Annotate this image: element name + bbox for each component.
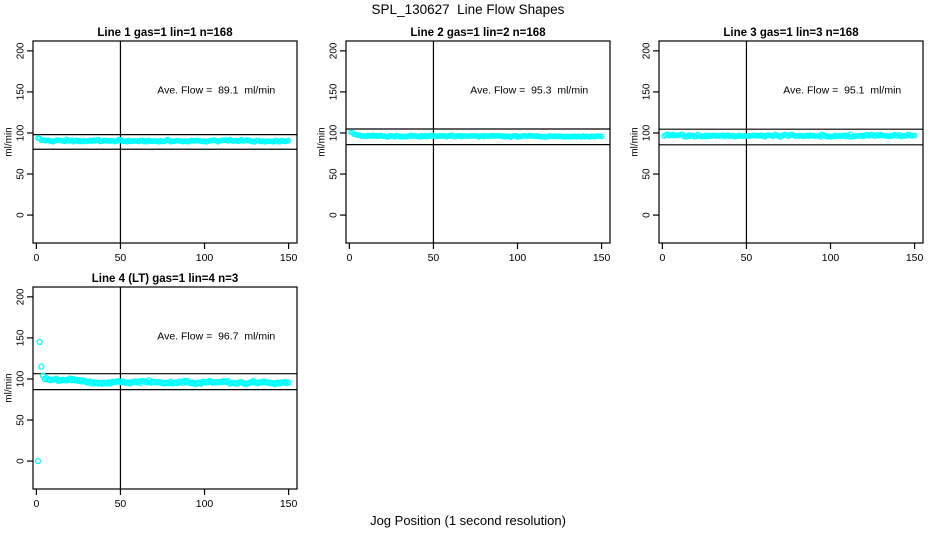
data-points [348,129,605,140]
svg-text:100: 100 [196,252,214,264]
x-axis: 0 50 100 150 [33,489,298,510]
y-axis: 0 50 100 150 200 [16,42,33,218]
svg-text:0: 0 [33,498,39,510]
svg-text:150: 150 [280,252,298,264]
svg-text:0: 0 [642,212,653,218]
panel-title: Line 1 gas=1 lin=1 n=168 [97,27,233,39]
panel-line2-chart: Line 2 gas=1 lin=2 n=168 0 50 100 150 200 ml/m… [317,27,611,264]
x-axis: 0 50 100 150 [659,243,924,264]
svg-text:150: 150 [16,83,27,100]
svg-text:0: 0 [16,458,27,464]
panel-title: Line 4 (LT) gas=1 lin=4 n=3 [92,273,238,285]
y-axis-title: ml/min [4,127,15,156]
svg-text:150: 150 [329,83,340,100]
svg-text:200: 200 [16,288,27,305]
ave-flow-annotation: Ave. Flow = 95.1 ml/min [783,85,901,97]
ave-flow-annotation: Ave. Flow = 89.1 ml/min [157,85,275,97]
ave-flow-annotation: Ave. Flow = 96.7 ml/min [157,331,275,343]
svg-text:50: 50 [16,168,27,180]
data-points [34,338,292,465]
reference-lines [33,287,297,489]
data-points [661,131,918,140]
svg-text:50: 50 [115,498,127,510]
svg-text:100: 100 [16,124,27,141]
svg-text:200: 200 [329,42,340,59]
y-axis-title: ml/min [4,373,15,402]
svg-text:100: 100 [642,124,653,141]
y-axis: 0 50 100 150 200 [329,42,346,218]
svg-text:200: 200 [642,42,653,59]
svg-text:50: 50 [642,168,653,180]
data-points [35,135,292,145]
x-axis: 0 50 100 150 [33,243,298,264]
svg-text:50: 50 [741,252,753,264]
svg-text:0: 0 [33,252,39,264]
ave-flow-annotation: Ave. Flow = 95.3 ml/min [470,85,588,97]
svg-text:150: 150 [906,252,924,264]
svg-text:150: 150 [593,252,611,264]
svg-text:100: 100 [16,370,27,387]
plot-box [345,40,611,244]
plot-box [32,286,298,490]
svg-text:0: 0 [659,252,665,264]
svg-text:150: 150 [280,498,298,510]
y-axis-title: ml/min [630,127,641,156]
svg-text:100: 100 [329,124,340,141]
panel-line1-chart: Line 1 gas=1 lin=1 n=168 0 50 100 150 200 ml/m… [4,27,298,264]
panel-line3-chart: Line 3 gas=1 lin=3 n=168 0 50 100 150 200 ml/m… [630,27,924,264]
reference-lines [659,41,923,243]
panel-line4-chart: Line 4 (LT) gas=1 lin=4 n=3 0 50 100 150 200 m… [4,273,298,510]
figure-title: SPL_130627 Line Flow Shapes [371,2,565,17]
svg-text:150: 150 [642,83,653,100]
plot-box [658,40,924,244]
svg-text:50: 50 [115,252,127,264]
svg-text:50: 50 [428,252,440,264]
x-axis-label: Jog Position (1 second resolution) [370,513,566,528]
plot-box [32,40,298,244]
y-axis-title: ml/min [317,127,328,156]
svg-text:0: 0 [329,212,340,218]
x-axis: 0 50 100 150 [346,243,611,264]
svg-text:0: 0 [16,212,27,218]
panel-title: Line 3 gas=1 lin=3 n=168 [723,27,859,39]
panel-title: Line 2 gas=1 lin=2 n=168 [410,27,546,39]
svg-text:50: 50 [16,414,27,426]
svg-text:100: 100 [196,498,214,510]
y-axis: 0 50 100 150 200 [642,42,659,218]
svg-text:50: 50 [329,168,340,180]
reference-lines [346,41,610,243]
svg-text:200: 200 [16,42,27,59]
y-axis: 0 50 100 150 200 [16,288,33,464]
svg-text:150: 150 [16,329,27,346]
svg-text:100: 100 [509,252,527,264]
svg-text:0: 0 [346,252,352,264]
svg-text:100: 100 [822,252,840,264]
